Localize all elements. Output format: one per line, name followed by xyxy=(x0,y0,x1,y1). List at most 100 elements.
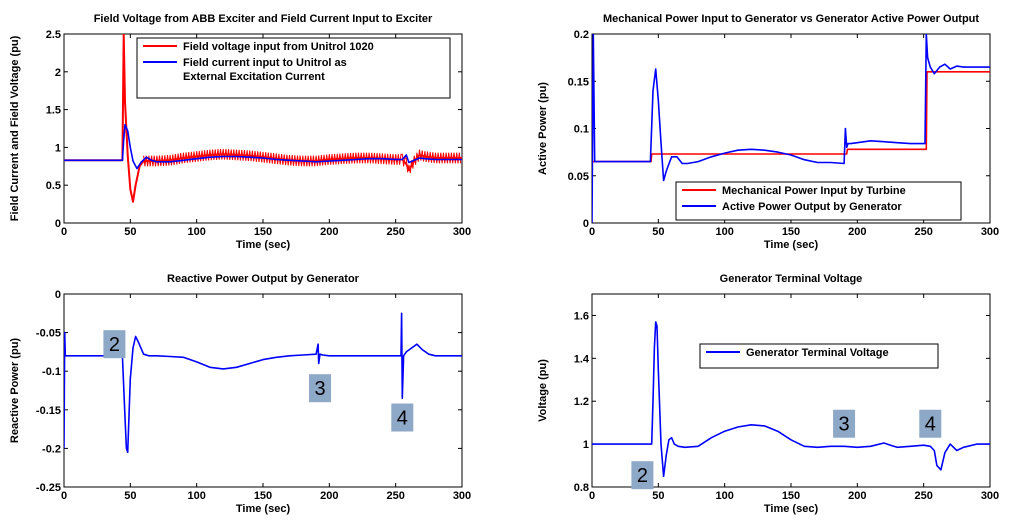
x-axis-label: Time (sec) xyxy=(764,239,819,251)
y-tick-label: 0.15 xyxy=(568,76,589,88)
x-tick-label: 300 xyxy=(981,490,999,502)
y-tick-label: 0.1 xyxy=(574,124,589,136)
y-tick-label: -0.05 xyxy=(36,328,61,340)
plot-area xyxy=(591,293,991,488)
y-tick-label: -0.1 xyxy=(42,366,61,378)
legend-label: Active Power Output by Generator xyxy=(722,201,902,213)
series-line xyxy=(592,321,990,478)
legend: Generator Terminal Voltage xyxy=(699,343,939,369)
legend-box xyxy=(699,343,939,369)
x-tick-label: 0 xyxy=(589,490,595,502)
x-tick-label: 50 xyxy=(652,226,664,238)
y-axis-label: Reactive Power (pu) xyxy=(9,338,21,443)
chart-title: Field Voltage from ABB Exciter and Field… xyxy=(94,13,433,25)
annotation-box xyxy=(309,374,332,403)
y-tick-label: -0.15 xyxy=(36,405,61,417)
x-tick-label: 300 xyxy=(981,226,999,238)
series-2 xyxy=(64,123,462,170)
x-tick-label: 200 xyxy=(320,226,338,238)
y-tick-label: 0.05 xyxy=(568,171,589,183)
annotation-marker: 2 xyxy=(103,330,126,359)
legend: Field voltage input from Unitrol 1020 Fie… xyxy=(136,37,451,99)
y-tick-label: 0 xyxy=(55,218,61,230)
x-tick-label: 200 xyxy=(848,226,866,238)
y-tick-label: -0.2 xyxy=(42,443,61,455)
x-tick-label: 250 xyxy=(386,226,404,238)
annotation-box xyxy=(919,409,942,438)
annotation-label: 2 xyxy=(109,334,120,356)
x-tick-label: 50 xyxy=(124,226,136,238)
annotation-marker: 3 xyxy=(833,409,856,438)
series-1 xyxy=(592,71,990,163)
x-tick-label: 150 xyxy=(254,490,272,502)
x-tick-label: 150 xyxy=(254,226,272,238)
legend: Mechanical Power Input by Turbine Active … xyxy=(675,181,962,221)
y-tick-label: 0.2 xyxy=(574,29,589,41)
x-tick-label: 250 xyxy=(914,490,932,502)
x-tick-label: 100 xyxy=(715,226,733,238)
annotation-marker: 4 xyxy=(919,409,942,438)
y-axis-label: Field Current and Field Voltage (pu) xyxy=(9,35,21,221)
x-tick-label: 100 xyxy=(187,490,205,502)
series-2 xyxy=(592,34,990,223)
x-tick-label: 100 xyxy=(715,490,733,502)
x-tick-label: 0 xyxy=(589,226,595,238)
series-line xyxy=(64,312,462,454)
y-tick-label: 1 xyxy=(583,439,589,451)
annotation-marker: 2 xyxy=(631,461,654,490)
x-tick-label: 150 xyxy=(782,226,800,238)
y-tick-label: 1.6 xyxy=(574,310,589,322)
chart-1: Field Voltage from ABB Exciter and Field… xyxy=(9,13,471,251)
x-tick-label: 300 xyxy=(453,490,471,502)
y-tick-label: 2 xyxy=(55,67,61,79)
y-tick-label: 1.2 xyxy=(574,396,589,408)
x-tick-label: 250 xyxy=(386,490,404,502)
x-tick-label: 50 xyxy=(652,490,664,502)
y-tick-label: 0 xyxy=(583,218,589,230)
x-tick-label: 200 xyxy=(848,490,866,502)
annotation-box xyxy=(103,330,126,359)
legend-box xyxy=(675,181,962,221)
annotation-box xyxy=(391,403,414,432)
annotation-box xyxy=(833,409,856,438)
y-axis-label: Active Power (pu) xyxy=(537,82,549,175)
x-tick-label: 0 xyxy=(61,490,67,502)
x-tick-label: 250 xyxy=(914,226,932,238)
legend-label: Field voltage input from Unitrol 1020 xyxy=(183,41,374,53)
chart-2: Mechanical Power Input to Generator vs G… xyxy=(537,13,999,251)
x-axis-label: Time (sec) xyxy=(236,503,291,515)
x-tick-label: 50 xyxy=(124,490,136,502)
y-tick-label: 1 xyxy=(55,142,61,154)
legend-label: Field current input to Unitrol as Externa… xyxy=(183,57,347,83)
legend-box xyxy=(136,37,451,99)
y-tick-label: 0.5 xyxy=(46,180,61,192)
annotation-label: 4 xyxy=(397,408,408,430)
x-axis-label: Time (sec) xyxy=(236,239,291,251)
x-tick-label: 150 xyxy=(782,490,800,502)
legend-label: Generator Terminal Voltage xyxy=(746,347,889,359)
annotation-label: 3 xyxy=(314,378,325,400)
series-1 xyxy=(592,321,990,478)
annotation-label: 4 xyxy=(925,414,936,436)
y-tick-label: 1.4 xyxy=(574,353,590,365)
x-tick-label: 300 xyxy=(453,226,471,238)
chart-4: Generator Terminal Voltage 0 50 100 150 200 25… xyxy=(537,273,999,515)
y-tick-label: 0.8 xyxy=(574,482,589,494)
y-tick-label: 1.5 xyxy=(46,105,61,117)
chart-3: Reactive Power Output by Generator 0 50 100… xyxy=(9,273,471,515)
chart-title: Mechanical Power Input to Generator vs G… xyxy=(603,13,979,25)
annotation-marker: 3 xyxy=(309,374,332,403)
series-line xyxy=(64,123,462,170)
y-tick-label: 2.5 xyxy=(46,29,61,41)
annotation-label: 3 xyxy=(839,414,850,436)
annotation-marker: 4 xyxy=(391,403,414,432)
legend-label: Mechanical Power Input by Turbine xyxy=(722,185,906,197)
chart-title: Generator Terminal Voltage xyxy=(720,273,863,285)
y-tick-label: -0.25 xyxy=(36,482,61,494)
series-line xyxy=(592,71,990,163)
annotation-label: 2 xyxy=(637,465,648,487)
chart-title: Reactive Power Output by Generator xyxy=(167,273,360,285)
y-axis-label: Voltage (pu) xyxy=(537,359,549,422)
y-tick-label: 0 xyxy=(55,289,61,301)
